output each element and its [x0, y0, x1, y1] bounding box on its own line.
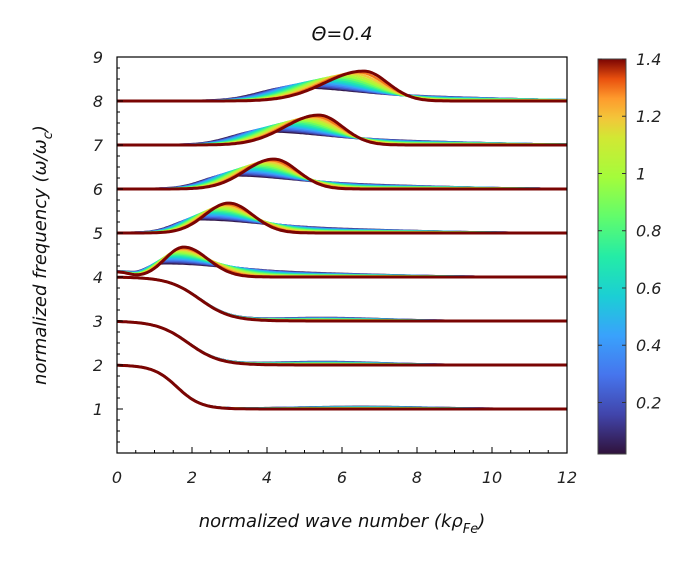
dispersion-curve: [117, 364, 567, 411]
dispersion-curve: [117, 364, 567, 411]
dispersion-curve: [117, 364, 567, 411]
y-tick-label: 8: [93, 92, 103, 111]
dispersion-curve: [117, 276, 567, 323]
x-tick-label: 4: [262, 468, 272, 487]
dispersion-curve: [117, 320, 567, 367]
y-tick-label: 4: [93, 268, 103, 287]
dispersion-curve: [117, 157, 567, 191]
dispersion-curve: [117, 364, 567, 411]
x-tick-label: 6: [337, 468, 347, 487]
dispersion-curve: [117, 276, 567, 323]
y-axis-ticks: 1 2 3 4 5 6 7 8 9: [93, 48, 123, 454]
y-tick-label: 5: [93, 224, 103, 243]
chart-title: Θ=0.4: [311, 23, 372, 45]
dispersion-curve: [117, 79, 567, 103]
dispersion-curve: [117, 117, 567, 147]
dispersion-curve: [117, 364, 567, 411]
dispersion-curve: [117, 320, 567, 367]
dispersion-curve: [117, 276, 567, 323]
colorbar-tick-label: 0.6: [636, 279, 661, 298]
dispersion-curve: [117, 320, 567, 367]
dispersion-curve: [117, 364, 567, 411]
dispersion-curve: [117, 276, 567, 323]
y-tick-label: 7: [93, 136, 104, 155]
x-tick-label: 0: [112, 468, 122, 487]
x-tick-label: 10: [482, 468, 502, 487]
colorbar-tick-label: 0.4: [636, 336, 661, 355]
colorbar-tick-label: 0.2: [636, 393, 661, 412]
dispersion-curve: [117, 276, 567, 323]
dispersion-curve: [117, 364, 567, 411]
dispersion-curve: [117, 245, 567, 279]
dispersion-curve: [117, 276, 567, 323]
dispersion-curve: [117, 276, 567, 323]
dispersion-curve: [117, 276, 567, 323]
colorbar: [597, 58, 627, 455]
y-tick-label: 9: [93, 48, 103, 67]
y-axis-title: normalized frequency (ω/ωc): [30, 125, 56, 385]
dispersion-curve: [117, 320, 567, 367]
dispersion-curve: [117, 320, 567, 367]
dispersion-curve: [117, 276, 567, 323]
colorbar-ticks: 0.2 0.4 0.6 0.8 1 1.2 1.4: [598, 50, 661, 412]
dispersion-curve: [117, 320, 567, 367]
dispersion-curve: [117, 276, 567, 323]
dispersion-curve: [117, 320, 567, 367]
x-axis-ticks: 0 2 4 6 8 10 12: [112, 447, 577, 487]
dispersion-curve: [117, 364, 567, 411]
dispersion-curve: [117, 320, 567, 367]
y-tick-label: 6: [93, 180, 103, 199]
dispersion-curve: [117, 113, 567, 147]
colorbar-tick-label: 1: [636, 164, 646, 183]
colorbar-tick-label: 1.2: [636, 107, 661, 126]
dispersion-curve: [117, 276, 567, 323]
dispersion-curve: [117, 364, 567, 411]
dispersion-curve: [117, 320, 567, 367]
dispersion-curve: [117, 320, 567, 367]
dispersion-curve: [117, 363, 567, 411]
dispersion-curve: [117, 364, 567, 411]
dispersion-curve: [117, 275, 567, 323]
x-tick-label: 12: [557, 468, 577, 487]
dispersion-curve: [117, 118, 567, 147]
dispersion-curve: [117, 364, 567, 411]
x-tick-label: 8: [412, 468, 422, 487]
dispersion-curve: [117, 320, 567, 367]
y-tick-label: 2: [93, 356, 103, 375]
y-tick-label: 1: [93, 400, 103, 419]
x-axis-title: normalized wave number (kρFe): [199, 511, 486, 537]
y-tick-label: 3: [93, 312, 103, 331]
dispersion-curve: [117, 69, 567, 103]
dispersion-curve: [117, 320, 567, 367]
colorbar-tick-label: 1.4: [636, 50, 661, 69]
dispersion-curve: [117, 320, 567, 367]
dispersion-curve: [117, 276, 567, 323]
dispersion-curves: [117, 69, 567, 411]
dispersion-curve: [117, 364, 567, 411]
colorbar-tick-label: 0.8: [636, 222, 661, 241]
dispersion-curve: [117, 276, 567, 323]
dispersion-curve: [117, 320, 567, 367]
dispersion-curve: [117, 364, 567, 411]
x-tick-label: 2: [187, 468, 197, 487]
dispersion-curve: [117, 201, 567, 235]
